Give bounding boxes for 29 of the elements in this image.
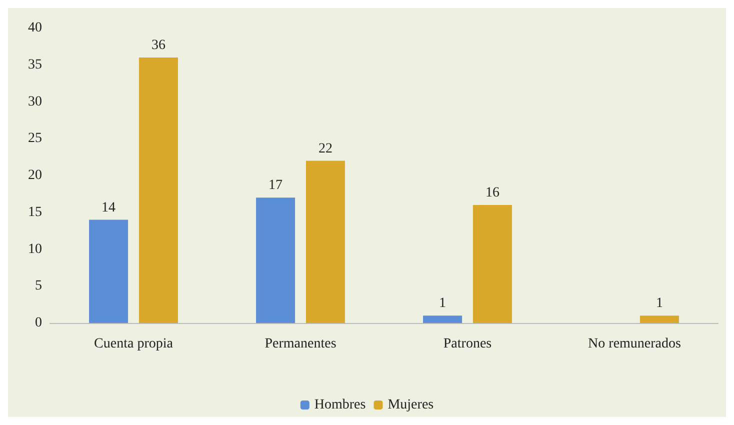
data-label: 1	[439, 296, 446, 312]
x-tick-label: Cuenta propia	[94, 336, 174, 352]
y-tick-label: 35	[28, 57, 42, 72]
data-label: 1	[656, 296, 663, 312]
bar	[423, 316, 462, 323]
y-tick-label: 0	[35, 316, 42, 330]
legend-label: Hombres	[314, 398, 366, 412]
y-tick-label: 15	[28, 204, 42, 220]
y-tick-label: 5	[35, 278, 42, 294]
y-tick-label: 40	[28, 20, 42, 36]
y-tick-label: 10	[28, 242, 42, 257]
bar	[89, 220, 128, 323]
data-label: 16	[485, 186, 500, 200]
bar	[472, 205, 512, 323]
data-label: 17	[268, 178, 283, 194]
x-tick-label: Permanentes	[264, 336, 336, 352]
data-label: 36	[151, 38, 166, 53]
legend-label: Mujeres	[388, 398, 434, 412]
y-tick-label: 25	[28, 131, 42, 146]
bar	[640, 316, 679, 323]
y-tick-label: 30	[28, 94, 42, 110]
x-tick-label: Patrones	[443, 336, 492, 352]
data-label: 22	[318, 141, 332, 156]
bar	[306, 160, 345, 323]
bar	[256, 198, 296, 323]
y-tick-label: 20	[28, 168, 42, 183]
data-label: 14	[102, 200, 116, 216]
bar	[138, 58, 178, 323]
x-tick-label: No remunerados	[588, 336, 681, 352]
